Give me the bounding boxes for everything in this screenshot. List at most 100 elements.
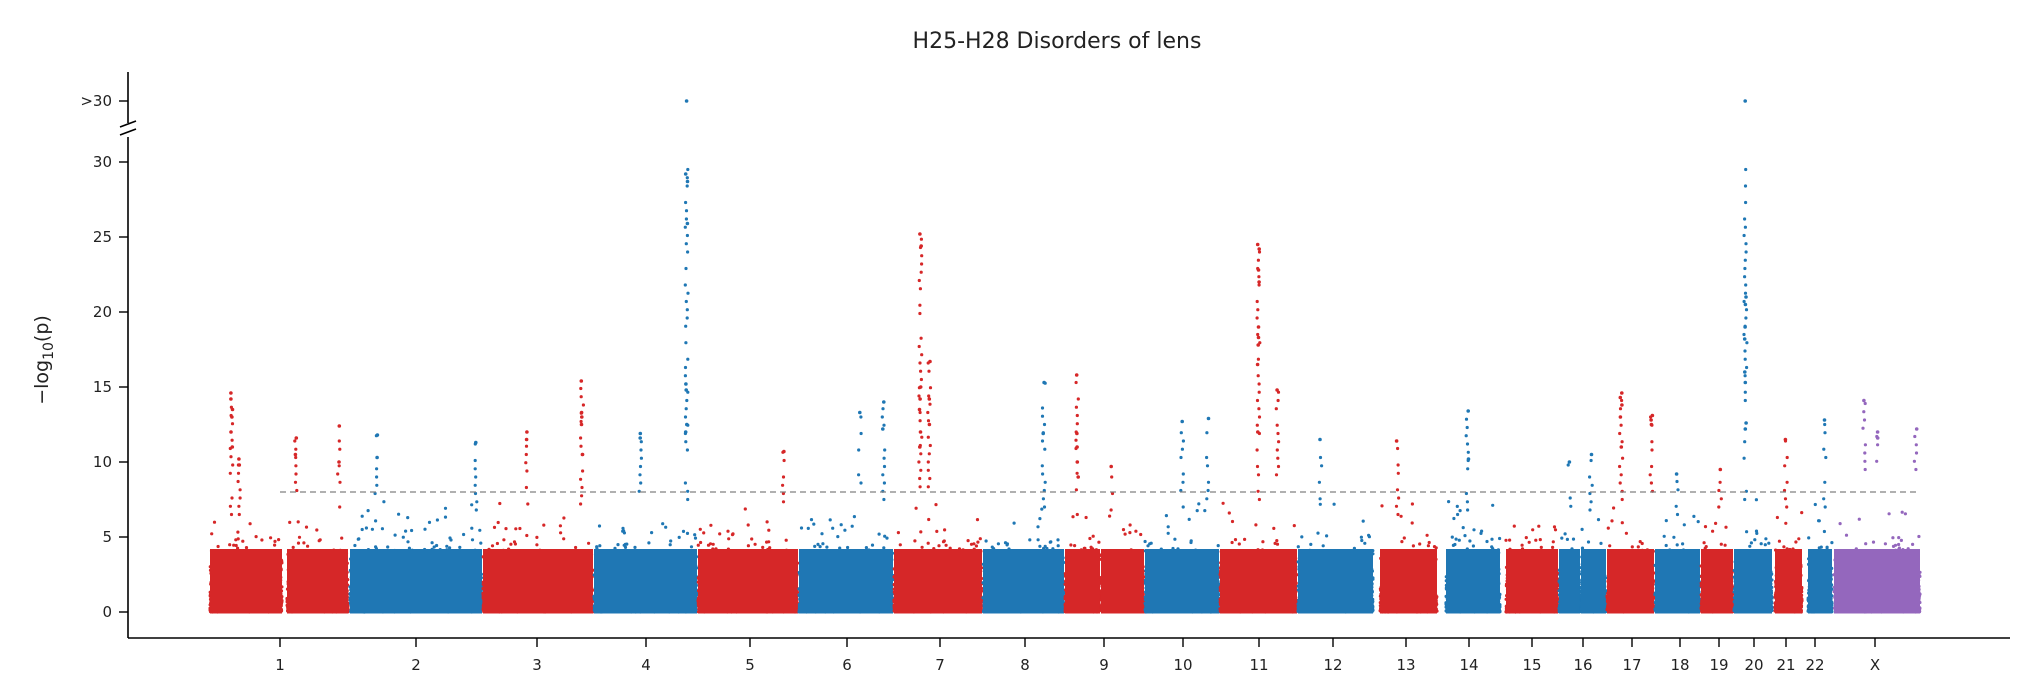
data-point	[406, 540, 410, 544]
peak-point	[229, 391, 233, 395]
peak-point	[238, 488, 242, 492]
peak-point	[337, 424, 342, 428]
peak-point	[473, 467, 477, 471]
data-point	[212, 520, 217, 524]
data-point	[304, 525, 309, 529]
peak-point	[294, 472, 298, 476]
data-point	[427, 520, 432, 525]
peak-point	[475, 500, 479, 504]
data-point	[462, 532, 466, 537]
data-point	[470, 503, 474, 507]
data-point	[210, 532, 214, 536]
data-point	[410, 528, 414, 533]
data-point	[228, 543, 232, 547]
data-point	[401, 535, 405, 539]
peak-point	[338, 447, 342, 451]
peak-point	[294, 455, 298, 460]
peak-point	[338, 480, 342, 484]
peak-point	[236, 479, 240, 484]
data-point	[241, 539, 245, 543]
peak-point	[237, 512, 241, 517]
peak-point	[229, 397, 233, 401]
peak-point	[375, 475, 379, 479]
peak-point	[228, 504, 232, 508]
data-point	[288, 520, 292, 525]
data-point	[435, 518, 439, 522]
data-point	[302, 541, 306, 545]
data-point	[296, 541, 301, 545]
data-point	[317, 539, 321, 543]
peak-point	[473, 483, 477, 487]
data-point	[406, 516, 410, 520]
data-point	[232, 543, 236, 547]
data-point	[449, 538, 453, 542]
data-point	[216, 544, 220, 549]
data-point	[478, 528, 482, 532]
peak-point	[228, 446, 232, 451]
peak-point	[338, 505, 342, 509]
peak-point	[230, 422, 235, 426]
data-point	[374, 519, 378, 523]
chromosome-band	[350, 549, 482, 614]
data-point	[458, 545, 462, 550]
peak-point	[337, 464, 341, 468]
data-point	[393, 533, 397, 537]
data-point	[269, 536, 273, 540]
peak-point	[473, 458, 477, 463]
chromosome-band	[287, 549, 348, 614]
data-point	[248, 522, 252, 526]
data-point	[386, 545, 390, 549]
data-point	[254, 535, 258, 539]
peak-point	[229, 455, 233, 459]
y-axis-label-main: −log	[31, 360, 53, 405]
data-point	[273, 543, 277, 547]
peak-point	[294, 447, 298, 451]
data-point	[315, 528, 319, 532]
data-point	[470, 538, 475, 542]
chromosome-band	[210, 549, 282, 614]
peak-point	[229, 405, 233, 409]
data-point	[443, 515, 448, 519]
data-point	[353, 543, 357, 548]
data-point	[357, 537, 361, 541]
data-point	[404, 529, 408, 533]
data-point	[260, 538, 264, 542]
peak-point	[236, 471, 241, 475]
y-axis-label-tail: (p)	[31, 315, 53, 342]
data-point	[364, 526, 368, 530]
data-point	[382, 500, 386, 504]
peak-point	[293, 480, 298, 484]
data-point	[291, 545, 295, 550]
peak-point	[473, 442, 477, 446]
data-point	[479, 541, 483, 545]
peak-point	[229, 413, 233, 418]
data-point	[366, 509, 370, 513]
peak-point	[228, 471, 232, 475]
data-point	[445, 544, 449, 548]
peak-point	[293, 452, 298, 457]
data-point	[273, 539, 277, 544]
data-point	[397, 512, 401, 516]
peak-point	[229, 430, 233, 434]
peak-point	[375, 467, 379, 471]
peak-point	[238, 496, 242, 500]
peak-point	[337, 439, 341, 443]
y-axis-label-sub: 10	[41, 342, 57, 360]
peak-point	[230, 438, 234, 442]
peak-point	[231, 463, 235, 467]
peak-point	[230, 496, 234, 500]
peak-point	[474, 508, 478, 512]
data-point	[380, 527, 384, 531]
data-point	[432, 545, 436, 549]
data-point	[430, 541, 434, 545]
data-point	[340, 536, 344, 540]
peak-point	[375, 483, 379, 487]
data-point	[296, 520, 300, 524]
peak-point	[474, 475, 478, 479]
data-point	[244, 546, 249, 550]
axis-break-mark-top	[119, 120, 137, 128]
data-point	[306, 544, 310, 548]
peak-point	[236, 463, 240, 467]
axis-break-mark-bottom	[119, 128, 137, 136]
